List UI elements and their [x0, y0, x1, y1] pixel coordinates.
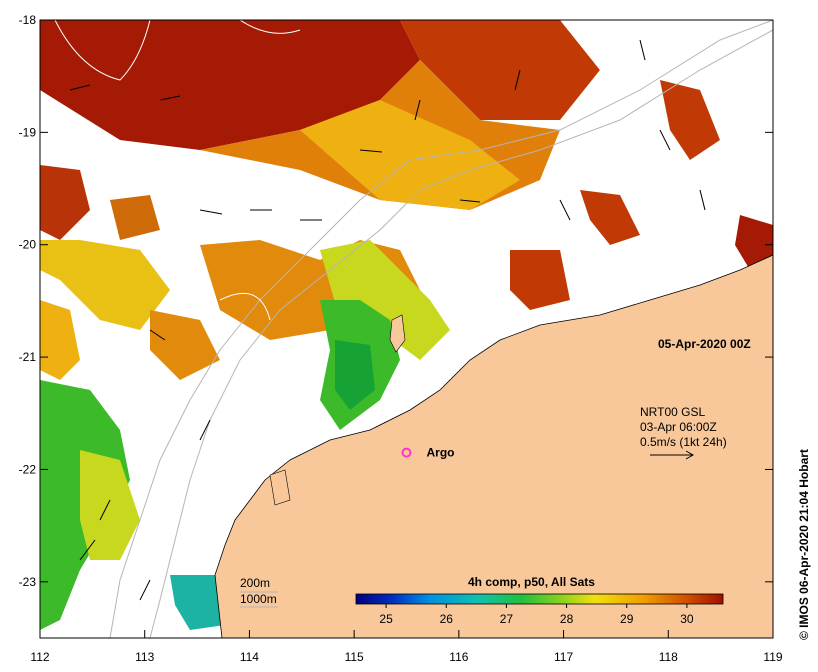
colorbar-tick-label: 28 — [560, 612, 574, 626]
y-tick-label: -22 — [19, 462, 37, 476]
isobath-legend-1000: 1000m — [240, 592, 277, 606]
x-tick-label: 118 — [659, 650, 678, 664]
island — [389, 314, 406, 353]
y-tick-label: -20 — [19, 238, 37, 252]
plot-frame — [39, 19, 774, 639]
isobath-legend-200: 200m — [240, 576, 270, 590]
y-tick-label: -23 — [19, 575, 37, 589]
colorbar-gradient — [355, 593, 724, 605]
colorbar-tick-label: 29 — [620, 612, 634, 626]
x-axis: 112 113 114 115 116 117 118 119 — [30, 630, 783, 664]
isobath-lines — [109, 19, 774, 639]
date-label: 05-Apr-2020 00Z — [658, 337, 751, 351]
sst-field — [40, 20, 773, 630]
x-tick-label: 117 — [554, 650, 573, 664]
x-tick-label: 112 — [30, 650, 49, 664]
x-tick-label: 113 — [135, 650, 154, 664]
argo-marker[interactable]: Argo — [401, 446, 455, 460]
y-tick-label: -18 — [19, 13, 37, 27]
colorbar: 4h comp, p50, All Sats 25 26 27 28 29 30 — [355, 575, 724, 626]
scale-arrow-icon — [650, 450, 695, 460]
y-axis: -18 -19 -20 -21 -22 -23 — [19, 13, 773, 589]
isobath-legend: 200m 1000m — [240, 576, 278, 608]
isotherm-lines — [54, 19, 301, 321]
argo-label: Argo — [427, 446, 455, 460]
y-tick-label: -21 — [19, 350, 37, 364]
island — [269, 469, 291, 506]
x-tick-label: 116 — [449, 650, 468, 664]
current-legend: NRT00 GSL 03-Apr 06:00Z 0.5m/s (1kt 24h) — [640, 405, 727, 460]
credit-label: © IMOS 06-Apr-2020 21:04 Hobart — [797, 449, 811, 640]
argo-icon[interactable] — [401, 447, 412, 458]
y-tick-label: -19 — [19, 125, 37, 139]
x-tick-label: 115 — [345, 650, 364, 664]
land-mass — [214, 254, 774, 639]
current-legend-line2: 03-Apr 06:00Z — [640, 420, 717, 434]
colorbar-ticks: 25 26 27 28 29 30 — [379, 604, 694, 626]
current-vectors — [69, 39, 706, 601]
x-tick-label: 114 — [240, 650, 259, 664]
colorbar-title: 4h comp, p50, All Sats — [468, 575, 595, 589]
colorbar-tick-label: 30 — [680, 612, 694, 626]
x-tick-label: 119 — [763, 650, 782, 664]
current-legend-line1: NRT00 GSL — [640, 405, 705, 419]
colorbar-tick-label: 26 — [440, 612, 454, 626]
colorbar-tick-label: 25 — [379, 612, 393, 626]
colorbar-tick-label: 27 — [500, 612, 514, 626]
current-legend-line3: 0.5m/s (1kt 24h) — [640, 435, 727, 449]
